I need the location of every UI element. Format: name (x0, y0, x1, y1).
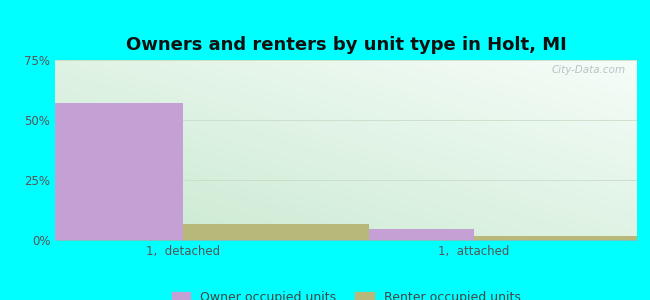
Text: City-Data.com: City-Data.com (551, 65, 625, 75)
Legend: Owner occupied units, Renter occupied units: Owner occupied units, Renter occupied un… (166, 286, 526, 300)
Title: Owners and renters by unit type in Holt, MI: Owners and renters by unit type in Holt,… (125, 36, 567, 54)
Bar (288, 229, 474, 240)
Bar (183, 224, 369, 240)
Bar (474, 236, 650, 240)
Bar (0, 103, 183, 240)
